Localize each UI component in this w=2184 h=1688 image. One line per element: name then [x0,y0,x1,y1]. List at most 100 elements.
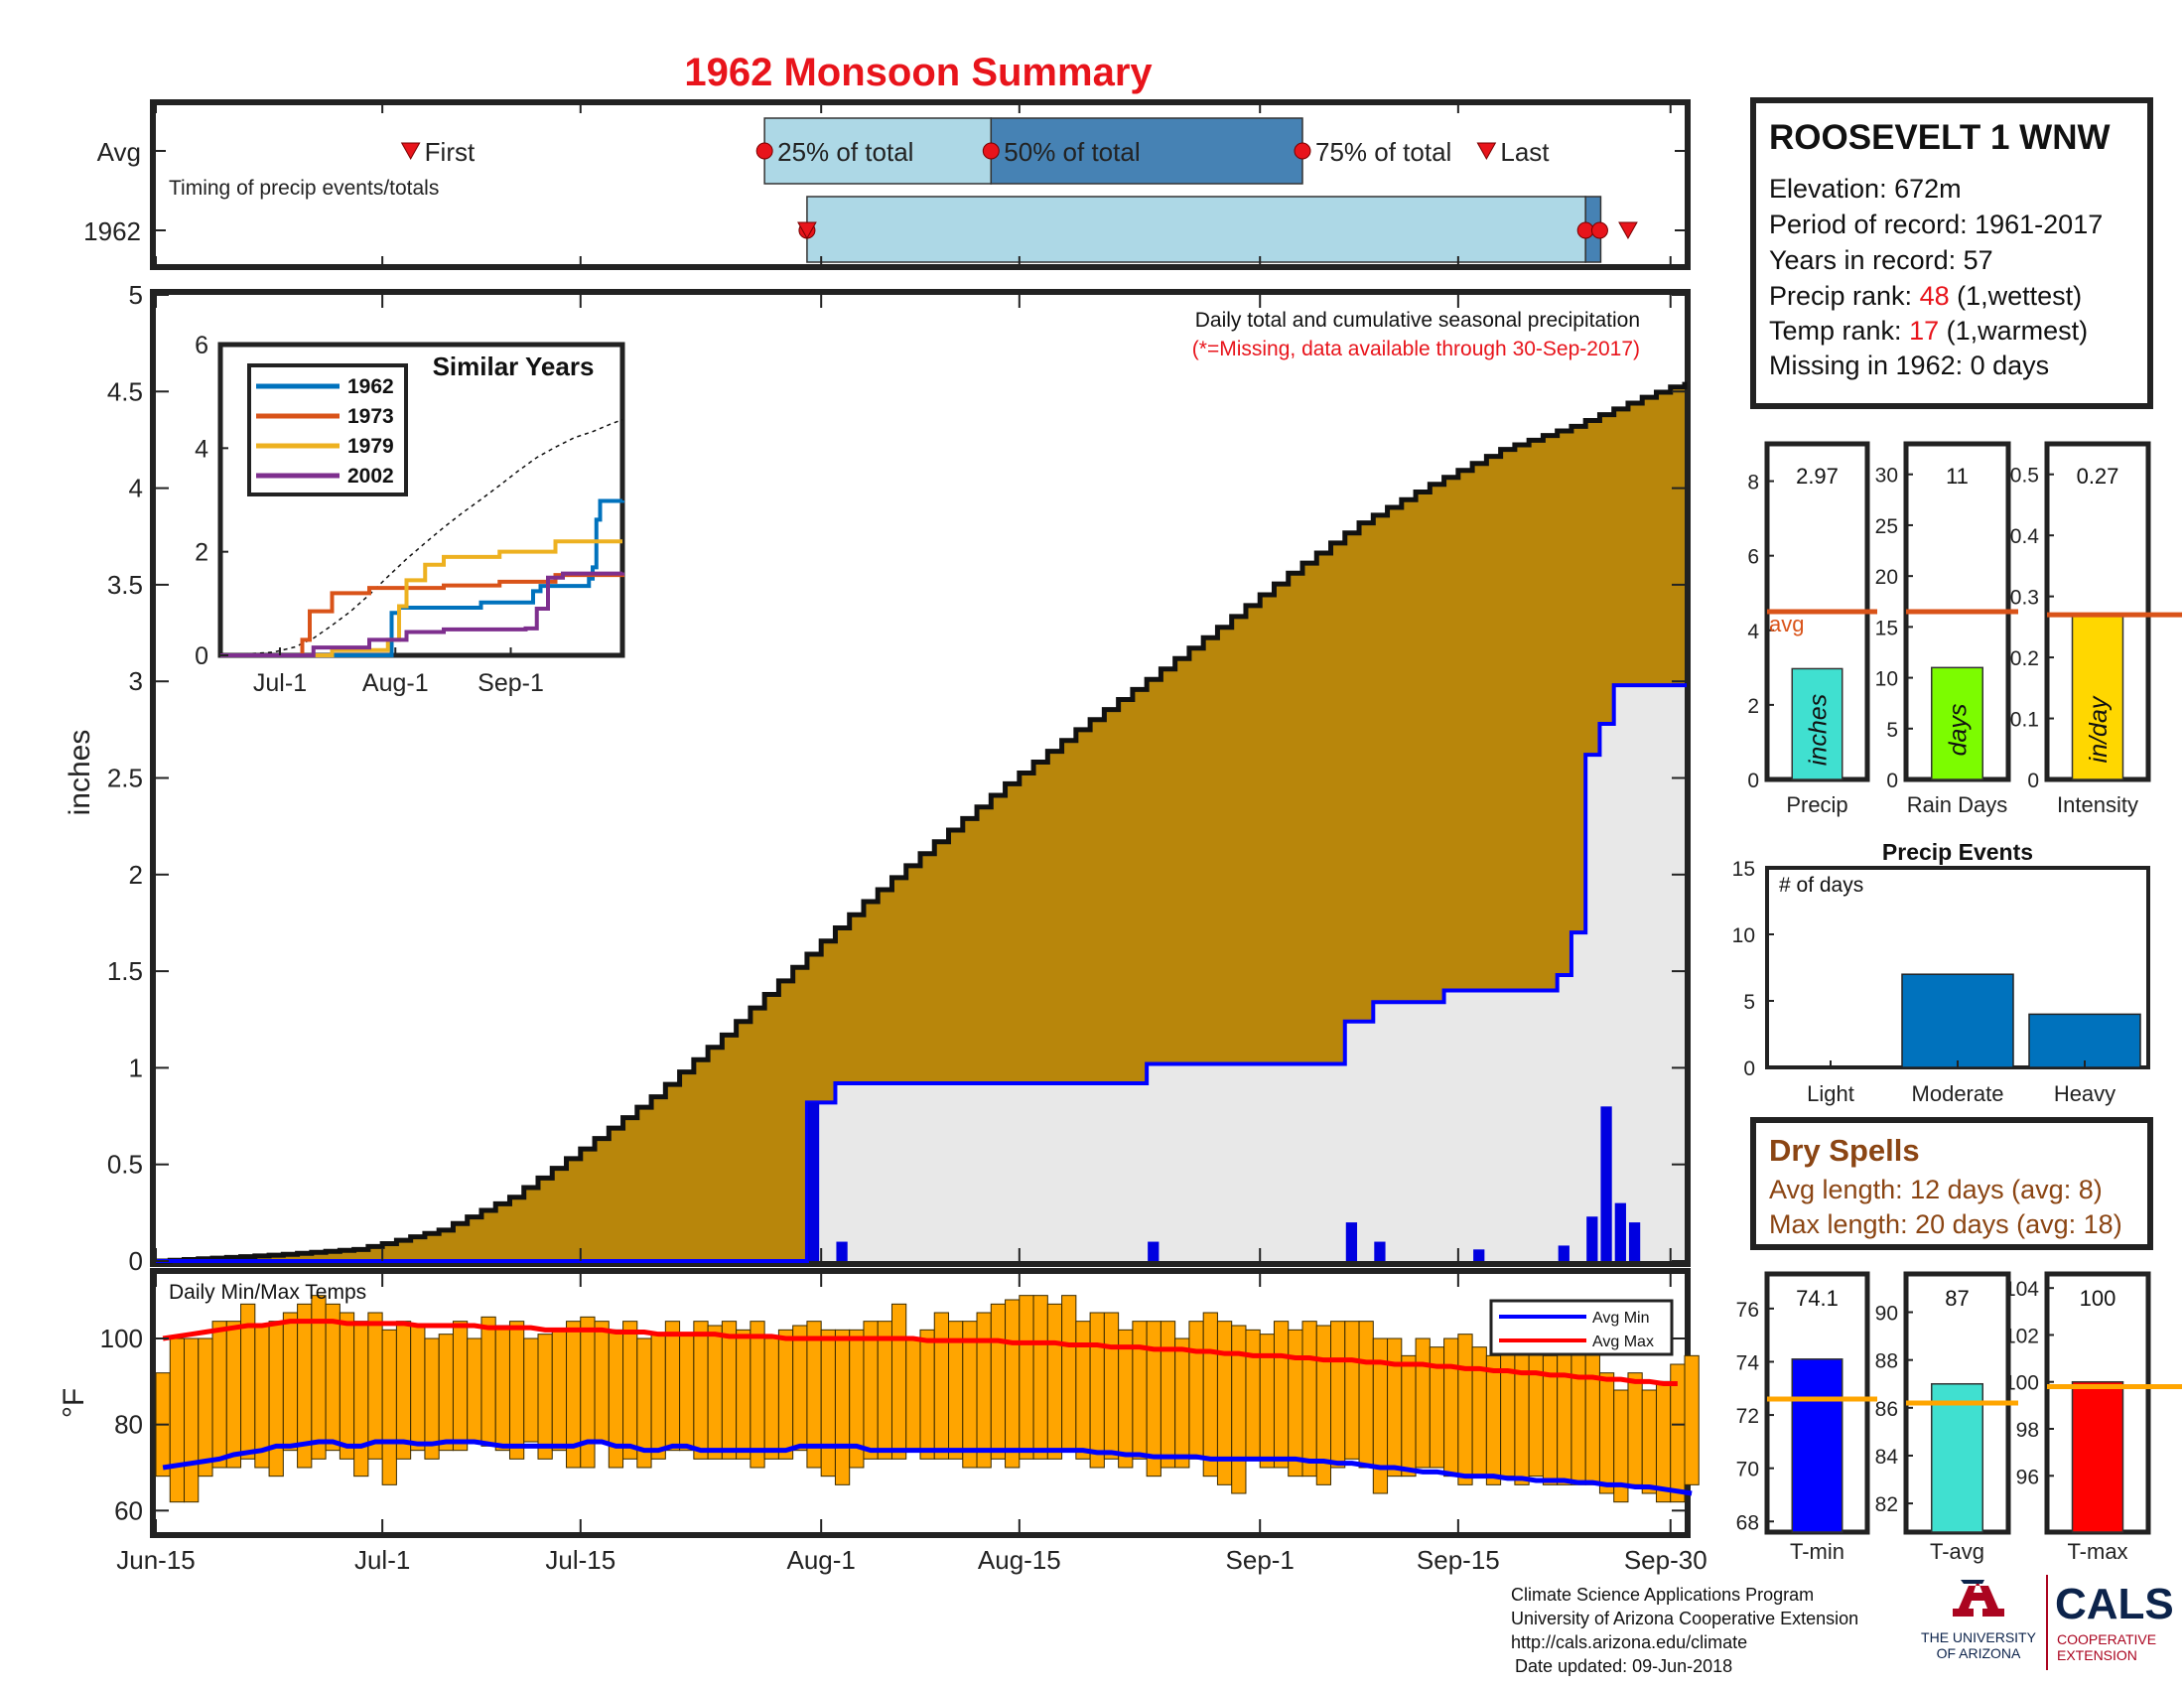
tstat-ytick-label-0: 68 [1736,1511,1759,1534]
avg-first-marker [400,142,421,161]
temp-range-bar [438,1334,454,1452]
inset-ytick-label: 0 [195,642,208,670]
main-ytick-label: 0.5 [107,1150,143,1180]
tstat-axis-label-0: T-min [1790,1539,1844,1564]
temp-range-bar [1005,1299,1021,1469]
events-ytick-label: 10 [1732,924,1755,947]
daily-precip-bar [1374,1241,1386,1261]
temp-range-bar [1288,1329,1303,1477]
inset-ytick-label: 2 [195,539,208,567]
main-ylabel: inches [64,730,96,816]
daily-precip-bar [1586,1216,1598,1261]
inset-series-1979 [220,539,622,657]
tstat-ytick-label-0: 76 [1736,1299,1759,1322]
temp-range-bar [1301,1321,1317,1477]
cals-logo: CALS COOPERATIVE EXTENSION [2055,1580,2174,1663]
temp-range-bar [1202,1312,1218,1477]
events-bar-Heavy [2028,1013,2141,1068]
temp-range-bar [976,1312,992,1469]
stat-ytick-label-1: 15 [1875,617,1898,639]
temp-range-bar [1528,1346,1544,1477]
temp-range-bar [1358,1321,1374,1469]
temp-range-bar [1160,1321,1176,1469]
temp-range-bar [919,1329,935,1460]
tstat-bar-2 [2071,1380,2124,1533]
temp-range-bar [198,1337,213,1477]
station-temp-rank: Temp rank: 17 (1,warmest) [1769,316,2088,346]
events-bar-Moderate [1901,973,2014,1068]
station-period: Period of record: 1961-2017 [1769,210,2103,239]
temp-range-bar [777,1329,794,1460]
timing-row-year: 1962 [83,216,141,246]
stat-value-1: 11 [1946,464,1969,489]
year-cumulative-area [156,683,1685,1261]
temp-range-bar [736,1329,751,1460]
events-ylabel: # of days [1779,874,1863,897]
avg-50-75-box [990,117,1303,185]
station-missing: Missing in 1962: 0 days [1769,351,2049,380]
main-ytick-label: 1 [129,1053,143,1082]
temp-range-bar [367,1312,383,1460]
tstat-ytick-label-1: 88 [1875,1350,1898,1373]
precip-rank-note: (1,wettest) [1950,281,2083,311]
temp-range-bar [1570,1337,1586,1485]
main-ytick-label: 2.5 [107,764,143,793]
temp-rank-note: (1,warmest) [1939,316,2088,346]
temp-range-bar [353,1321,369,1477]
xtick-label: Sep-1 [1226,1545,1295,1575]
station-elevation: Elevation: 672m [1769,174,1962,204]
stat-inbar-label-1: days [1945,704,1973,757]
stat-ytick-label-2: 0.1 [2010,709,2039,732]
temp-range-bar [184,1337,200,1503]
temp-range-bar [1103,1312,1120,1460]
station-years: Years in record: 57 [1769,245,1993,275]
xtick-label: Aug-15 [978,1545,1061,1575]
temps-ytick-label: 60 [114,1495,143,1525]
avg-cumulative-area [156,381,1685,1261]
tstat-axis-label-1: T-avg [1930,1539,1984,1564]
arizona-a-shadow-icon [1961,1580,1984,1584]
year-p50-marker [1576,221,1594,239]
avg-25-50-box [763,117,993,185]
temp-range-bar [820,1329,836,1477]
dry-title: Dry Spells [1769,1133,1920,1168]
inset-xtick-label: Sep-1 [478,669,544,697]
year-cumulative-line [156,683,1687,1263]
temp-range-bar [1273,1321,1290,1469]
daily-precip-bar [1628,1222,1641,1261]
temp-range-bar [1075,1321,1091,1460]
dry-frame [1750,1117,2153,1250]
temp-range-bar [268,1321,284,1477]
temp-rank-value: 17 [1909,316,1939,346]
temps-panel: Daily Min/Max Temps Avg Min Avg Max 60 80 100… [58,1268,1707,1575]
avg-last-marker [1476,142,1497,161]
temp-range-bar [211,1321,227,1469]
temp-range-bar [1641,1389,1657,1494]
temp-range-bar [1584,1346,1600,1485]
year-p75-marker [1590,221,1608,239]
temp-range-bar [1387,1337,1403,1477]
inset-legend-label-1962: 1962 [347,375,394,398]
temp-range-bar [962,1321,978,1469]
year-25-50-box [806,196,1586,263]
stat-ytick-label-1: 30 [1875,465,1898,488]
stat-inbar-label-2: in/day [2085,695,2113,763]
stat-ytick-label-2: 0.5 [2010,465,2039,488]
temp-range-bar [664,1321,681,1452]
events-panel: Precip Events # of days Light Moderate Heavy… [1732,839,2150,1106]
stat-axis-label-2: Intensity [2057,792,2138,817]
temp-range-bar [933,1312,950,1460]
main-ytick-label: 0 [129,1246,143,1276]
daily-precip-bar [1600,1106,1612,1261]
temp-range-bar [905,1337,921,1452]
temp-range-bar [1627,1372,1643,1485]
inset-ytick-label: 6 [195,332,208,359]
temp-range-bar [325,1303,341,1452]
timing-panel: Avg 1962 Timing of precip events/totals … [83,99,1691,270]
xtick-label: Jul-15 [545,1545,615,1575]
avg-first-label: First [425,137,476,167]
temp-range-bar [721,1321,738,1460]
daily-precip-bar [807,1102,820,1261]
inset-xtick-label: Jul-1 [253,669,307,697]
temp-range-bar [1485,1354,1502,1485]
